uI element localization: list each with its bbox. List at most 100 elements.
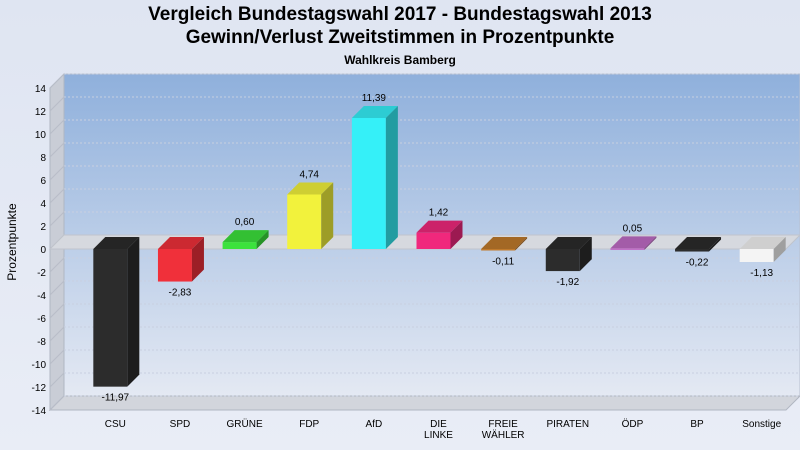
bar-top [739, 237, 786, 249]
y-tick-label: 8 [40, 153, 46, 164]
y-tick-label: 6 [40, 176, 46, 187]
bar-top [545, 237, 592, 249]
bar-bp [675, 237, 722, 252]
gridline-side [49, 142, 65, 158]
bar-side [644, 236, 657, 250]
value-label: -0,11 [492, 257, 514, 268]
bar-side [515, 237, 528, 251]
bar-side [191, 237, 204, 282]
bar-top [481, 237, 528, 249]
bar-top [351, 106, 398, 119]
bar-freie-w-hler [481, 237, 528, 251]
bar-front [610, 248, 645, 250]
bar-front [675, 249, 710, 252]
bar-side [579, 237, 592, 272]
x-tick-label: FREIE WÄHLER [482, 419, 525, 441]
bar-die-linke [416, 220, 463, 249]
value-label: 0,60 [235, 217, 255, 228]
value-label: -1,13 [750, 268, 773, 279]
bar-side [773, 237, 786, 262]
bar-top [416, 220, 463, 233]
bar-gr-ne [222, 230, 269, 249]
bar-top [675, 237, 722, 249]
bar-front [481, 249, 516, 251]
bar-front [351, 118, 386, 249]
gridline-side [49, 73, 65, 89]
x-tick-label: SPD [170, 419, 191, 430]
bar-fdp [287, 182, 334, 249]
gridline-side [49, 349, 65, 365]
x-tick-label: BP [690, 419, 704, 430]
gridline-side [49, 188, 65, 204]
y-tick-label: 14 [35, 84, 47, 95]
gridline-side [49, 303, 65, 319]
gridline-side [49, 372, 65, 388]
bar-csu [93, 237, 140, 387]
bar-top [157, 237, 204, 249]
value-label: 11,39 [362, 93, 387, 104]
bar-front [222, 242, 257, 249]
x-tick-label: PIRATEN [546, 419, 589, 430]
x-tick-label: FDP [299, 419, 319, 430]
bar-side [127, 237, 140, 387]
bar-top [222, 230, 269, 243]
y-tick-label: 0 [40, 245, 46, 256]
gridline-side [49, 211, 65, 227]
bar-top [287, 182, 334, 195]
chart-title: Vergleich Bundestagswahl 2017 - Bundesta… [148, 4, 652, 25]
bar-front [545, 249, 580, 272]
value-label: -11,97 [102, 393, 130, 404]
bar-spd [157, 237, 204, 282]
bar-front [157, 249, 192, 282]
chart-subtitle: Gewinn/Verlust Zweitstimmen in Prozentpu… [185, 27, 615, 48]
x-tick-label: AfD [366, 419, 383, 430]
y-tick-label: 12 [35, 107, 47, 118]
bar-top [610, 236, 657, 249]
gridline-side [49, 257, 65, 273]
value-label: 1,42 [429, 208, 449, 219]
y-tick-label: -4 [37, 291, 46, 302]
y-tick-label: -12 [32, 383, 47, 394]
value-label: -0,22 [686, 258, 709, 269]
y-tick-label: -8 [37, 337, 46, 348]
x-tick-label: DIE LINKE [424, 419, 453, 441]
bar-front [739, 249, 774, 262]
bar-side [385, 106, 398, 249]
bar-side [321, 182, 334, 249]
x-tick-label: GRÜNE [227, 418, 263, 430]
y-tick-label: -6 [37, 314, 46, 325]
bar-afd [351, 106, 398, 249]
y-tick-label: -2 [37, 268, 46, 279]
y-tick-label: -10 [32, 360, 47, 371]
gridline-side [49, 280, 65, 296]
gridline-side [49, 395, 65, 411]
bar-sonstige [739, 237, 786, 262]
y-tick-label: 4 [40, 199, 46, 210]
y-tick-label: 2 [40, 222, 46, 233]
bar-side [450, 220, 463, 249]
bar-side [256, 230, 269, 249]
chart-caption: Wahlkreis Bamberg [344, 53, 456, 67]
gridline-side [49, 326, 65, 342]
x-tick-label: Sonstige [742, 419, 781, 430]
gridline-side [49, 165, 65, 181]
bar-top [93, 237, 140, 249]
y-tick-label: -14 [32, 406, 47, 417]
gridline-side [49, 119, 65, 135]
value-label: 4,74 [299, 169, 319, 180]
plot-floor [48, 395, 800, 411]
value-label: -2,83 [169, 288, 192, 299]
y-tick-label: 10 [35, 130, 47, 141]
x-tick-label: ÖDP [622, 418, 644, 430]
bar-piraten [545, 237, 592, 272]
bar-front [416, 232, 451, 249]
value-label: -1,92 [556, 277, 579, 288]
gridline-side [49, 96, 65, 112]
bar-front [287, 194, 322, 249]
bar-front [93, 249, 128, 387]
bar-side [709, 237, 722, 252]
bar--dp [610, 236, 657, 250]
value-label: 0,05 [623, 223, 643, 234]
x-tick-label: CSU [105, 419, 126, 430]
